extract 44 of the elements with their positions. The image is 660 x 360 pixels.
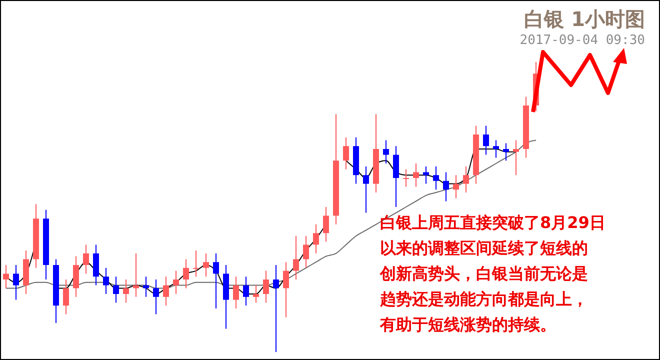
candlestick	[323, 206, 329, 242]
candlestick	[453, 174, 459, 199]
candlestick	[313, 224, 319, 254]
candlestick	[163, 276, 169, 306]
candlestick	[503, 142, 509, 162]
candlestick	[193, 250, 199, 278]
candlestick	[123, 279, 129, 304]
candlestick	[383, 140, 389, 164]
candlestick	[363, 166, 369, 214]
candlestick	[93, 244, 99, 286]
candlestick	[103, 267, 109, 294]
candlestick	[3, 264, 9, 289]
text: 白银 1小时图	[524, 7, 645, 31]
candlestick	[173, 270, 179, 294]
candlestick	[413, 163, 419, 188]
candlestick	[13, 264, 19, 300]
text: 2017-09-04 09:30	[520, 33, 645, 48]
candlestick	[243, 276, 249, 306]
candlestick	[73, 256, 79, 298]
candlestick	[253, 284, 259, 304]
candlestick	[423, 166, 429, 184]
candlestick	[303, 236, 309, 268]
candlestick	[233, 276, 239, 309]
candlestick	[63, 279, 69, 315]
candlestick	[393, 146, 399, 208]
candlestick	[403, 168, 409, 188]
candlestick	[433, 166, 439, 190]
candlestick	[213, 252, 219, 309]
candlestick	[513, 140, 519, 176]
candlestick	[293, 236, 299, 280]
candlestick	[493, 140, 499, 158]
candlestick	[443, 172, 449, 202]
candlestick	[483, 125, 489, 156]
candlestick	[343, 136, 349, 170]
candlestick	[153, 279, 159, 315]
annotation: 白银上周五直接突破了8月29日以来的调整区间延续了短线的创新高势头，白银当前无论是趋势还是动能方向都是向上，有助于短线涨势的持续。	[379, 213, 606, 334]
candlestick	[463, 166, 469, 193]
candlestick	[83, 244, 89, 274]
candlestick	[273, 264, 279, 352]
candlestick	[203, 252, 209, 278]
candlestick	[183, 258, 189, 289]
candlestick	[113, 276, 119, 304]
candlestick	[283, 262, 289, 318]
candlestick	[263, 270, 269, 304]
